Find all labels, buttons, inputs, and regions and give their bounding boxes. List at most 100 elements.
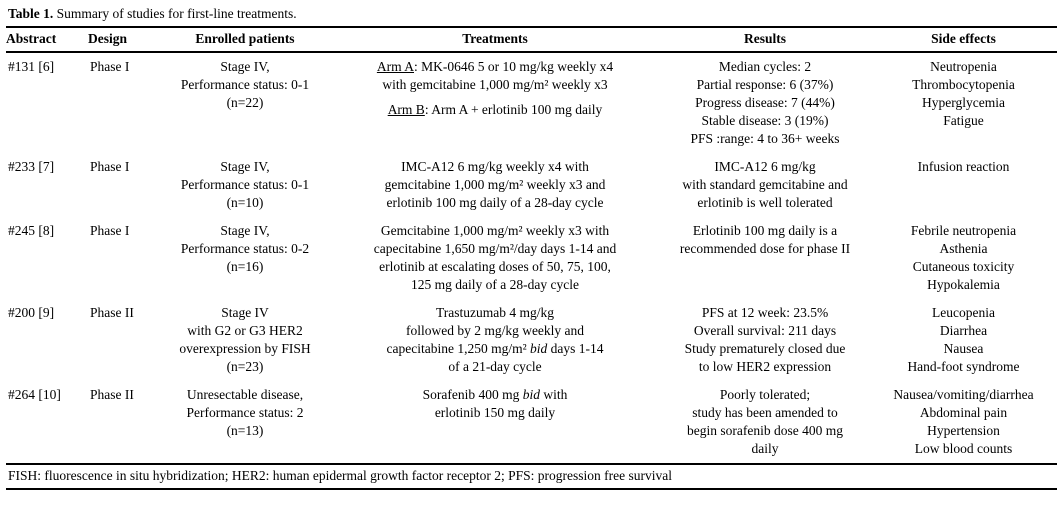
- text-segment: Unresectable disease,: [186, 387, 304, 402]
- text-segment: Cutaneous toxicity: [912, 259, 1015, 274]
- text-line: overexpression by FISH: [162, 340, 328, 358]
- text-segment: : MK-0646 5 or 10 mg/kg weekly x4: [414, 59, 614, 74]
- col-header-treatments: Treatments: [330, 28, 660, 53]
- cell-results: Poorly tolerated; study has been amended …: [660, 381, 870, 465]
- text-segment: Phase I: [90, 159, 130, 174]
- text-line: Nausea: [872, 340, 1055, 358]
- text-line: #245 [8]: [8, 222, 86, 240]
- text-segment: Hand-foot syndrome: [907, 359, 1020, 374]
- text-segment: #131 [6]: [8, 59, 55, 74]
- col-header-abstract: Abstract: [6, 28, 88, 53]
- text-line: Fatigue: [872, 112, 1055, 130]
- text-segment: with gemcitabine 1,000 mg/m² weekly x3: [382, 77, 608, 92]
- text-line: Performance status: 0-1: [162, 76, 328, 94]
- cell-design: Phase II: [88, 299, 160, 381]
- text-segment: Phase II: [90, 387, 134, 402]
- table-title: Table 1. Summary of studies for first-li…: [6, 3, 1057, 28]
- cell-abstract: #233 [7]: [6, 153, 88, 217]
- cell-design: Phase I: [88, 52, 160, 153]
- text-line: Unresectable disease,: [162, 386, 328, 404]
- text-line: followed by 2 mg/kg weekly and: [332, 322, 658, 340]
- cell-treatments: Sorafenib 400 mg bid with erlotinib 150 m…: [330, 381, 660, 465]
- text-segment: Study prematurely closed due: [684, 341, 846, 356]
- text-segment: Gemcitabine 1,000 mg/m² weekly x3 with: [380, 223, 610, 238]
- text-segment: (n=13): [226, 423, 264, 438]
- text-line: IMC-A12 6 mg/kg: [662, 158, 868, 176]
- studies-table: Abstract Design Enrolled patients Treatment…: [6, 28, 1057, 465]
- cell-design: Phase II: [88, 381, 160, 465]
- italic-text: bid: [530, 341, 548, 356]
- text-line: Phase I: [90, 158, 158, 176]
- cell-enrolled: Stage IV, Performance status: 0-1 (n=10): [160, 153, 330, 217]
- text-segment: with standard gemcitabine and: [682, 177, 848, 192]
- text-line: #131 [6]: [8, 58, 86, 76]
- text-line: Nausea/vomiting/diarrhea: [872, 386, 1055, 404]
- text-line: Erlotinib 100 mg daily is a: [662, 222, 868, 240]
- text-line: Arm B: Arm A + erlotinib 100 mg daily: [332, 101, 658, 119]
- text-line: erlotinib at escalating doses of 50, 75,…: [332, 258, 658, 276]
- text-segment: (n=10): [226, 195, 264, 210]
- col-header-design: Design: [88, 28, 160, 53]
- text-segment: PFS :range: 4 to 36+ weeks: [690, 131, 840, 146]
- table-footnote: FISH: fluorescence in situ hybridization…: [6, 465, 1057, 490]
- cell-treatments: IMC-A12 6 mg/kg weekly x4 with gemcitabin…: [330, 153, 660, 217]
- text-segment: gemcitabine 1,000 mg/m² weekly x3 and: [384, 177, 606, 192]
- text-segment: Performance status: 0-2: [180, 241, 310, 256]
- cell-abstract: #264 [10]: [6, 381, 88, 465]
- text-line: Partial response: 6 (37%): [662, 76, 868, 94]
- text-segment: Trastuzumab 4 mg/kg: [436, 305, 554, 320]
- text-segment: Low blood counts: [914, 441, 1013, 456]
- text-line: Leucopenia: [872, 304, 1055, 322]
- text-segment: Poorly tolerated;: [719, 387, 811, 402]
- cell-results: Erlotinib 100 mg daily is a recommended d…: [660, 217, 870, 299]
- cell-abstract: #245 [8]: [6, 217, 88, 299]
- text-line: Overall survival: 211 days: [662, 322, 868, 340]
- cell-side_effects: Febrile neutropenia Asthenia Cutaneous tox…: [870, 217, 1057, 299]
- col-header-results: Results: [660, 28, 870, 53]
- text-line: begin sorafenib dose 400 mg: [662, 422, 868, 440]
- text-segment: Stage IV,: [220, 159, 270, 174]
- text-line: Phase II: [90, 386, 158, 404]
- cell-treatments: Trastuzumab 4 mg/kg followed by 2 mg/kg w…: [330, 299, 660, 381]
- text-segment: Nausea/vomiting/diarrhea: [893, 387, 1034, 402]
- text-line: Cutaneous toxicity: [872, 258, 1055, 276]
- text-line: (n=16): [162, 258, 328, 276]
- text-line: Hyperglycemia: [872, 94, 1055, 112]
- text-segment: Phase I: [90, 59, 130, 74]
- cell-side_effects: Leucopenia Diarrhea Nausea Hand-foot syndro…: [870, 299, 1057, 381]
- text-line: with G2 or G3 HER2: [162, 322, 328, 340]
- text-line: Trastuzumab 4 mg/kg: [332, 304, 658, 322]
- text-segment: Partial response: 6 (37%): [696, 77, 834, 92]
- text-segment: Median cycles: 2: [718, 59, 812, 74]
- text-segment: Stage IV,: [220, 59, 270, 74]
- col-header-side_effects: Side effects: [870, 28, 1057, 53]
- text-line: Stage IV,: [162, 158, 328, 176]
- cell-enrolled: Stage IV, Performance status: 0-2 (n=16): [160, 217, 330, 299]
- text-segment: erlotinib is well tolerated: [697, 195, 833, 210]
- text-segment: of a 21-day cycle: [448, 359, 542, 374]
- cell-abstract: #200 [9]: [6, 299, 88, 381]
- text-segment: Fatigue: [943, 113, 984, 128]
- text-segment: Neutropenia: [930, 59, 997, 74]
- text-segment: IMC-A12 6 mg/kg weekly x4 with: [401, 159, 589, 174]
- text-segment: Stage IV,: [220, 223, 270, 238]
- text-line: #264 [10]: [8, 386, 86, 404]
- text-line: Infusion reaction: [872, 158, 1055, 176]
- text-segment: Performance status: 2: [186, 405, 304, 420]
- text-line: #233 [7]: [8, 158, 86, 176]
- text-line: Poorly tolerated;: [662, 386, 868, 404]
- text-segment: Progress disease: 7 (44%): [695, 95, 835, 110]
- text-segment: with G2 or G3 HER2: [187, 323, 303, 338]
- text-line: Hypertension: [872, 422, 1055, 440]
- cell-results: PFS at 12 week: 23.5% Overall survival: 2…: [660, 299, 870, 381]
- text-line: Gemcitabine 1,000 mg/m² weekly x3 with: [332, 222, 658, 240]
- text-segment: study has been amended to: [692, 405, 838, 420]
- text-line: Stage IV,: [162, 222, 328, 240]
- cell-design: Phase I: [88, 217, 160, 299]
- text-line: capecitabine 1,650 mg/m²/day days 1-14 a…: [332, 240, 658, 258]
- text-line: erlotinib is well tolerated: [662, 194, 868, 212]
- text-line: Study prematurely closed due: [662, 340, 868, 358]
- text-segment: Erlotinib 100 mg daily is a: [692, 223, 838, 238]
- text-segment: with: [540, 387, 568, 402]
